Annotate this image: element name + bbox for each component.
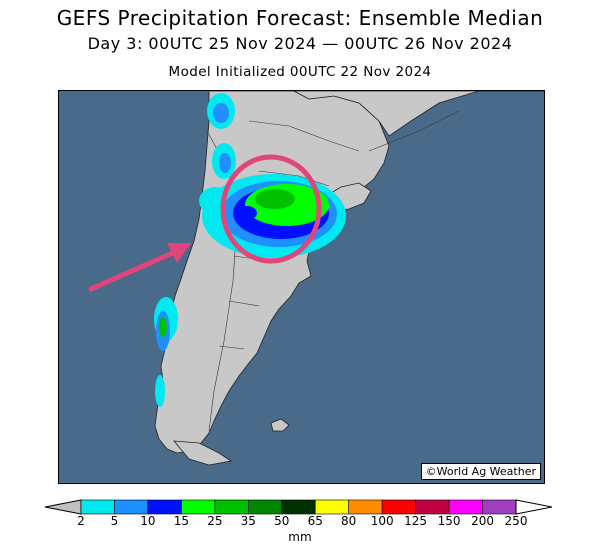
precip-southern-chile [154,297,178,407]
model-init-time: Model Initialized 00UTC 22 Nov 2024 [168,64,432,80]
colorbar-segment [314,499,349,515]
precip-north-andes [199,93,236,215]
colorbar-tick-label: 200 [471,514,494,528]
land-tierra-del-fuego [173,440,233,466]
colorbar-segment [415,499,450,515]
colorbar-segment [181,499,216,515]
annotation-arrow [88,243,191,292]
colorbar-tick-label: 125 [404,514,428,528]
land-east [293,91,544,137]
colorbar-segment [214,499,249,515]
map-canvas [88,91,544,466]
colorbar-segment [482,499,517,515]
precipitation-map: ©World Ag Weather [58,90,545,484]
land-south-america [154,91,390,454]
colorbar-over [515,499,553,515]
colorbar-segment [448,499,483,515]
colorbar-tick-label: 15 [173,514,190,528]
colorbar-tick-label: 100 [370,514,394,528]
land-falklands [270,418,290,432]
chart-title: GEFS Precipitation Forecast: Ensemble Me… [56,6,544,30]
colorbar-segment [348,499,383,515]
colorbar-tick-label: 50 [274,514,290,528]
annotation-circle [220,154,322,264]
colorbar-tick-label: 80 [341,514,357,528]
colorbar-segment [147,499,182,515]
colorbar-tick-label: 10 [140,514,156,528]
colorbar-segment [80,499,115,515]
colorbar-under [44,499,82,515]
colorbar-tick-label: 5 [110,514,119,528]
colorbar-tick-label: 250 [504,514,528,528]
colorbar-tick-label: 150 [437,514,461,528]
colorbar-tick-label: 2 [77,514,85,528]
precip-colorbar [44,499,553,515]
forecast-period: Day 3: 00UTC 25 Nov 2024 — 00UTC 26 Nov … [87,34,513,53]
colorbar-segment [281,499,316,515]
colorbar-tick-label: 35 [240,514,256,528]
colorbar-segment [248,499,283,515]
colorbar-tick-label: 65 [307,514,323,528]
units-label: mm [288,530,312,544]
colorbar-segment [381,499,416,515]
colorbar-tick-label: 25 [207,514,223,528]
colorbar-segment [114,499,149,515]
credit-label: ©World Ag Weather [420,463,541,480]
